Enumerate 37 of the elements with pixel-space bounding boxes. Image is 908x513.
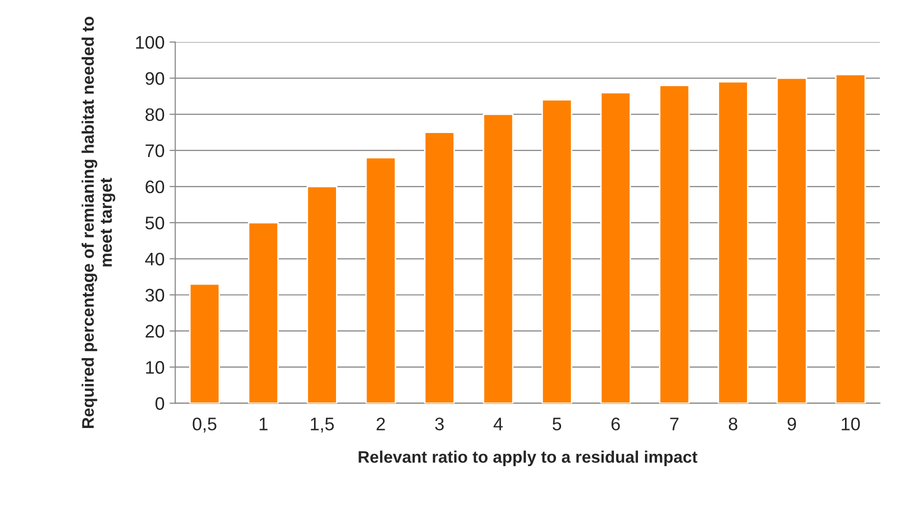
bar bbox=[718, 81, 748, 404]
bar bbox=[189, 283, 220, 404]
y-tick-label: 40 bbox=[145, 252, 164, 266]
x-tick-label: 1,5 bbox=[310, 418, 334, 432]
y-tick-label: 100 bbox=[136, 36, 164, 49]
y-tick-label: 90 bbox=[146, 72, 164, 85]
x-tick-label: 10 bbox=[842, 418, 860, 430]
bar bbox=[600, 92, 631, 404]
x-tick-label: 6 bbox=[612, 418, 620, 430]
x-tick-label: 5 bbox=[552, 418, 562, 430]
y-axis-title: Required percentage of remianing habitat needed to meet target bbox=[82, 16, 116, 428]
x-tick-label: 3 bbox=[435, 418, 444, 430]
bar bbox=[835, 74, 866, 404]
x-tick-label: 0,5 bbox=[192, 418, 216, 432]
y-tick-label: 60 bbox=[146, 180, 164, 194]
y-tick-label: 20 bbox=[146, 324, 164, 338]
x-tick-label: 1 bbox=[260, 418, 268, 430]
y-tick-label: 30 bbox=[145, 288, 164, 302]
bar bbox=[776, 77, 808, 404]
bar bbox=[424, 132, 455, 404]
bar bbox=[248, 222, 279, 404]
bar bbox=[658, 84, 690, 404]
x-tick-label: 7 bbox=[670, 418, 678, 430]
y-tick-label: 10 bbox=[146, 361, 164, 374]
y-tick-label: 70 bbox=[146, 144, 164, 158]
y-tick-label: 0 bbox=[155, 397, 164, 410]
bar bbox=[365, 156, 396, 404]
x-axis-title: Relevant ratio to apply to a residual impact bbox=[358, 450, 698, 466]
x-tick-label: 2 bbox=[376, 418, 385, 430]
x-tick-label: 4 bbox=[494, 418, 503, 430]
x-tick-label: 8 bbox=[728, 418, 738, 430]
y-tick-label: 50 bbox=[145, 216, 164, 230]
x-tick-label: 9 bbox=[788, 418, 796, 430]
bar bbox=[482, 114, 514, 404]
bar bbox=[542, 99, 572, 404]
bar bbox=[306, 186, 338, 404]
y-tick-label: 80 bbox=[146, 108, 164, 122]
